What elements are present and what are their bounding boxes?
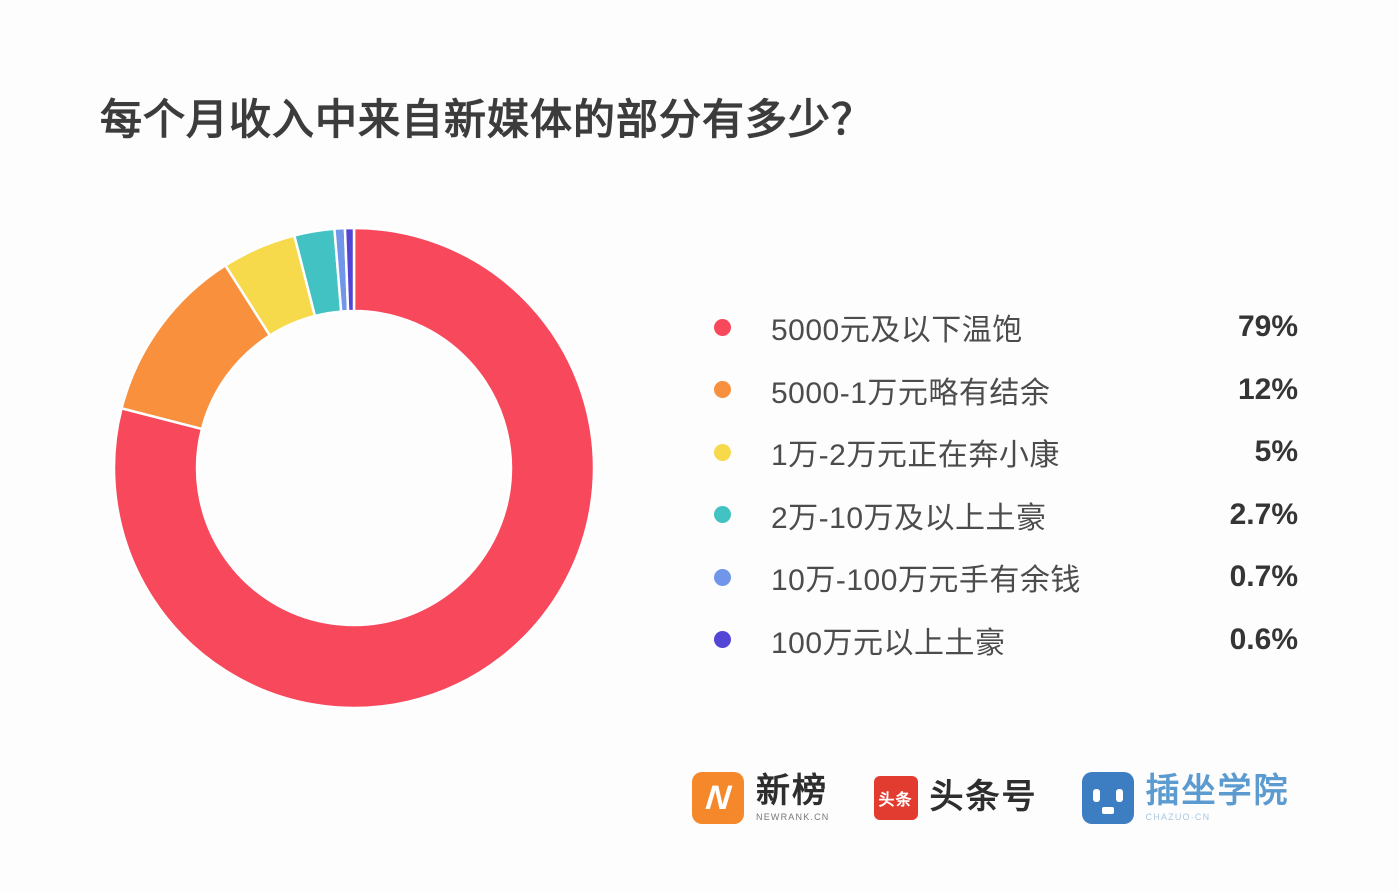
legend-value: 5%: [1254, 435, 1298, 469]
toutiao-badge-glyph: 头条: [878, 792, 913, 809]
chazuo-brand-text: 插坐学院: [1145, 772, 1290, 811]
chazuo-eye-icon: [1092, 789, 1100, 802]
legend-label: 10万-100万元手有余钱: [771, 564, 1081, 598]
newrank-logo: N 新榜 NEWRANK.CN: [692, 772, 830, 824]
legend-row: 2万-10万及以上土豪 2.7%: [706, 484, 1298, 547]
legend-label: 5000元及以下温饱: [771, 314, 1023, 348]
legend-value: 2.7%: [1229, 497, 1298, 531]
legend-row: 5000-1万元略有结余 12%: [706, 359, 1298, 422]
legend-row: 10万-100万元手有余钱 0.7%: [706, 546, 1298, 609]
legend-label: 5000-1万元略有结余: [771, 376, 1051, 410]
legend-value: 12%: [1237, 372, 1298, 406]
legend-label: 1万-2万元正在奔小康: [771, 439, 1060, 473]
toutiao-brand-text: 头条号: [929, 778, 1038, 817]
legend-dot-icon: [714, 318, 731, 336]
legend-dot-icon: [714, 381, 731, 399]
legend-label: 2万-10万及以上土豪: [771, 501, 1047, 535]
donut-chart: [104, 218, 604, 718]
legend-row: 100万元以上土豪 0.6%: [706, 609, 1298, 672]
legend-dot-icon: [714, 443, 731, 461]
chazuo-logo: 插坐学院 CHAZUO·CN: [1081, 772, 1290, 824]
chazuo-eye-icon: [1115, 789, 1123, 802]
page-title: 每个月收入中来自新媒体的部分有多少？: [100, 96, 875, 143]
toutiao-logo-icon: 头条: [873, 776, 918, 820]
chazuo-brand-subtext: CHAZUO·CN: [1145, 811, 1211, 822]
legend-label: 100万元以上土豪: [771, 626, 1006, 660]
legend-row: 1万-2万元正在奔小康 5%: [706, 421, 1298, 484]
toutiao-logo: 头条 头条号: [873, 776, 1038, 820]
newrank-logo-icon: N: [692, 772, 744, 824]
legend-dot-icon: [714, 631, 731, 649]
legend-dot-icon: [714, 506, 731, 524]
footer-logos: N 新榜 NEWRANK.CN 头条 头条号 插坐学院 CHAZUO·CN: [692, 772, 1290, 824]
newrank-brand-subtext: NEWRANK.CN: [756, 811, 830, 822]
legend-dot-icon: [714, 568, 731, 586]
legend-row: 5000元及以下温饱 79%: [706, 296, 1298, 359]
newrank-n-glyph: N: [703, 779, 733, 817]
newrank-brand-text: 新榜: [756, 772, 828, 811]
chazuo-mouth-icon: [1101, 807, 1114, 814]
legend-value: 0.6%: [1229, 622, 1298, 656]
donut-slice: [343, 226, 356, 313]
donut-slice: [112, 226, 596, 710]
chazuo-logo-icon: [1081, 772, 1134, 824]
legend-value: 0.7%: [1229, 560, 1298, 594]
legend-value: 79%: [1237, 310, 1298, 344]
donut-chart-svg: [112, 226, 596, 710]
chart-legend: 5000元及以下温饱 79% 5000-1万元略有结余 12% 1万-2万元正在…: [706, 296, 1298, 671]
